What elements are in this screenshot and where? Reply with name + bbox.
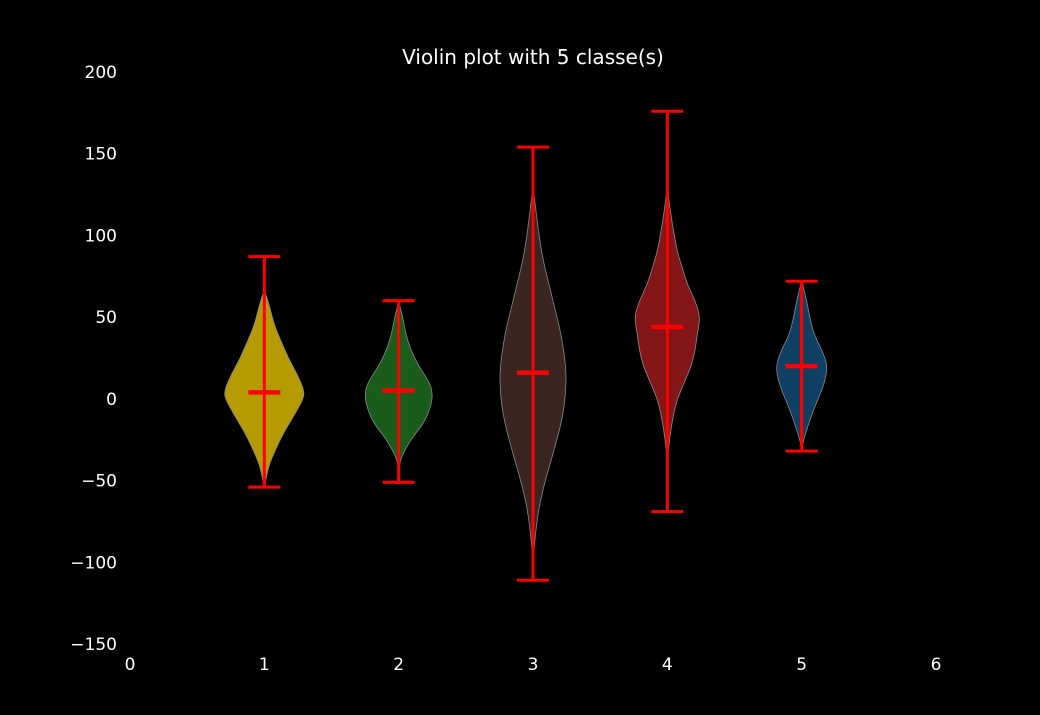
x-tick-label: 5 — [796, 655, 807, 675]
y-tick-label: −50 — [81, 472, 117, 492]
y-tick-label: 200 — [85, 63, 117, 83]
y-tick-label: 50 — [95, 308, 117, 328]
y-tick-label: 100 — [85, 226, 117, 246]
chart-title: Violin plot with 5 classe(s) — [402, 45, 664, 69]
x-tick-label: 0 — [125, 655, 136, 675]
y-tick-label: 150 — [85, 145, 117, 165]
x-tick-label: 4 — [662, 655, 673, 675]
x-tick-label: 3 — [528, 655, 539, 675]
y-tick-label: 0 — [106, 390, 117, 410]
x-tick-label: 1 — [259, 655, 270, 675]
y-tick-label: −150 — [70, 635, 117, 655]
x-tick-label: 6 — [931, 655, 942, 675]
y-tick-label: −100 — [70, 553, 117, 573]
x-axis-ticks: 0 1 2 3 4 5 6 — [125, 655, 942, 675]
stats-group — [248, 109, 818, 582]
x-tick-label: 2 — [393, 655, 404, 675]
y-axis-ticks: −150 −100 −50 0 50 100 150 200 — [70, 63, 117, 655]
